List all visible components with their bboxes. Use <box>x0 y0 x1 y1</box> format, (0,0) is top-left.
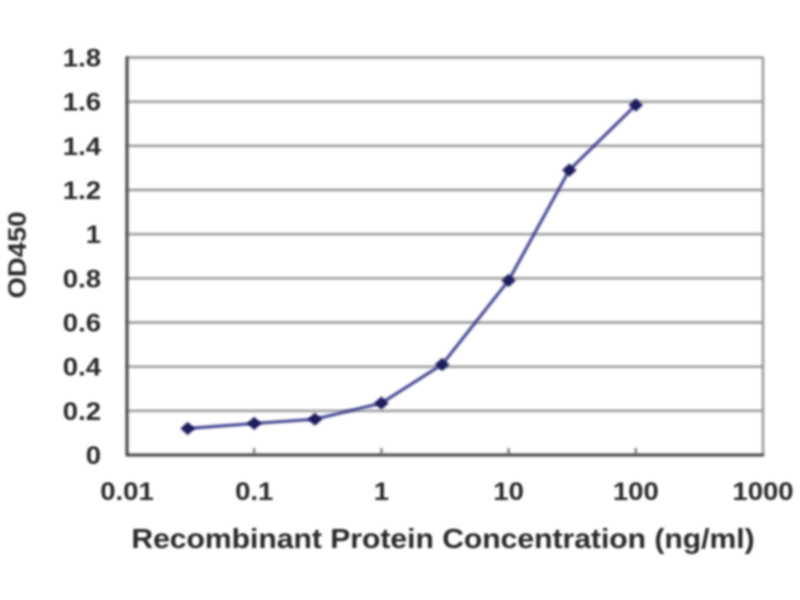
svg-text:0.4: 0.4 <box>63 353 102 382</box>
svg-text:0.2: 0.2 <box>63 397 101 426</box>
svg-text:1000: 1000 <box>732 477 793 506</box>
svg-text:0.1: 0.1 <box>235 477 273 506</box>
svg-text:0.01: 0.01 <box>100 477 153 506</box>
svg-text:1.4: 1.4 <box>63 132 102 161</box>
svg-text:0.6: 0.6 <box>63 309 101 338</box>
svg-text:0.8: 0.8 <box>63 264 101 293</box>
svg-text:OD450: OD450 <box>3 211 32 298</box>
svg-text:1.2: 1.2 <box>63 176 101 205</box>
svg-text:Recombinant Protein Concentrat: Recombinant Protein Concentration (ng/ml… <box>131 524 754 555</box>
svg-text:1.6: 1.6 <box>63 88 101 117</box>
svg-text:0: 0 <box>86 441 101 470</box>
svg-text:1.8: 1.8 <box>63 44 101 73</box>
svg-text:1: 1 <box>374 477 389 506</box>
svg-text:100: 100 <box>613 477 659 506</box>
svg-text:1: 1 <box>86 220 101 249</box>
svg-text:10: 10 <box>493 477 524 506</box>
